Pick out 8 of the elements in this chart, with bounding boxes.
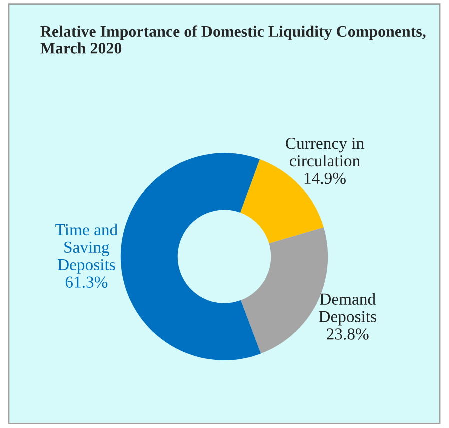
slice-label: Currency in circulation (286, 138, 364, 167)
data-label: 14.9% (304, 172, 346, 184)
chart-title: Relative Importance of Domestic Liquidity Components, March 2020 (40, 26, 426, 54)
data-label: 23.8% (327, 328, 369, 340)
slice-label: Time and Saving Deposits (56, 224, 118, 274)
slice-label: Demand Deposits (319, 293, 376, 326)
data-label: 61.3% (66, 276, 108, 288)
donut-slice (120, 153, 262, 360)
